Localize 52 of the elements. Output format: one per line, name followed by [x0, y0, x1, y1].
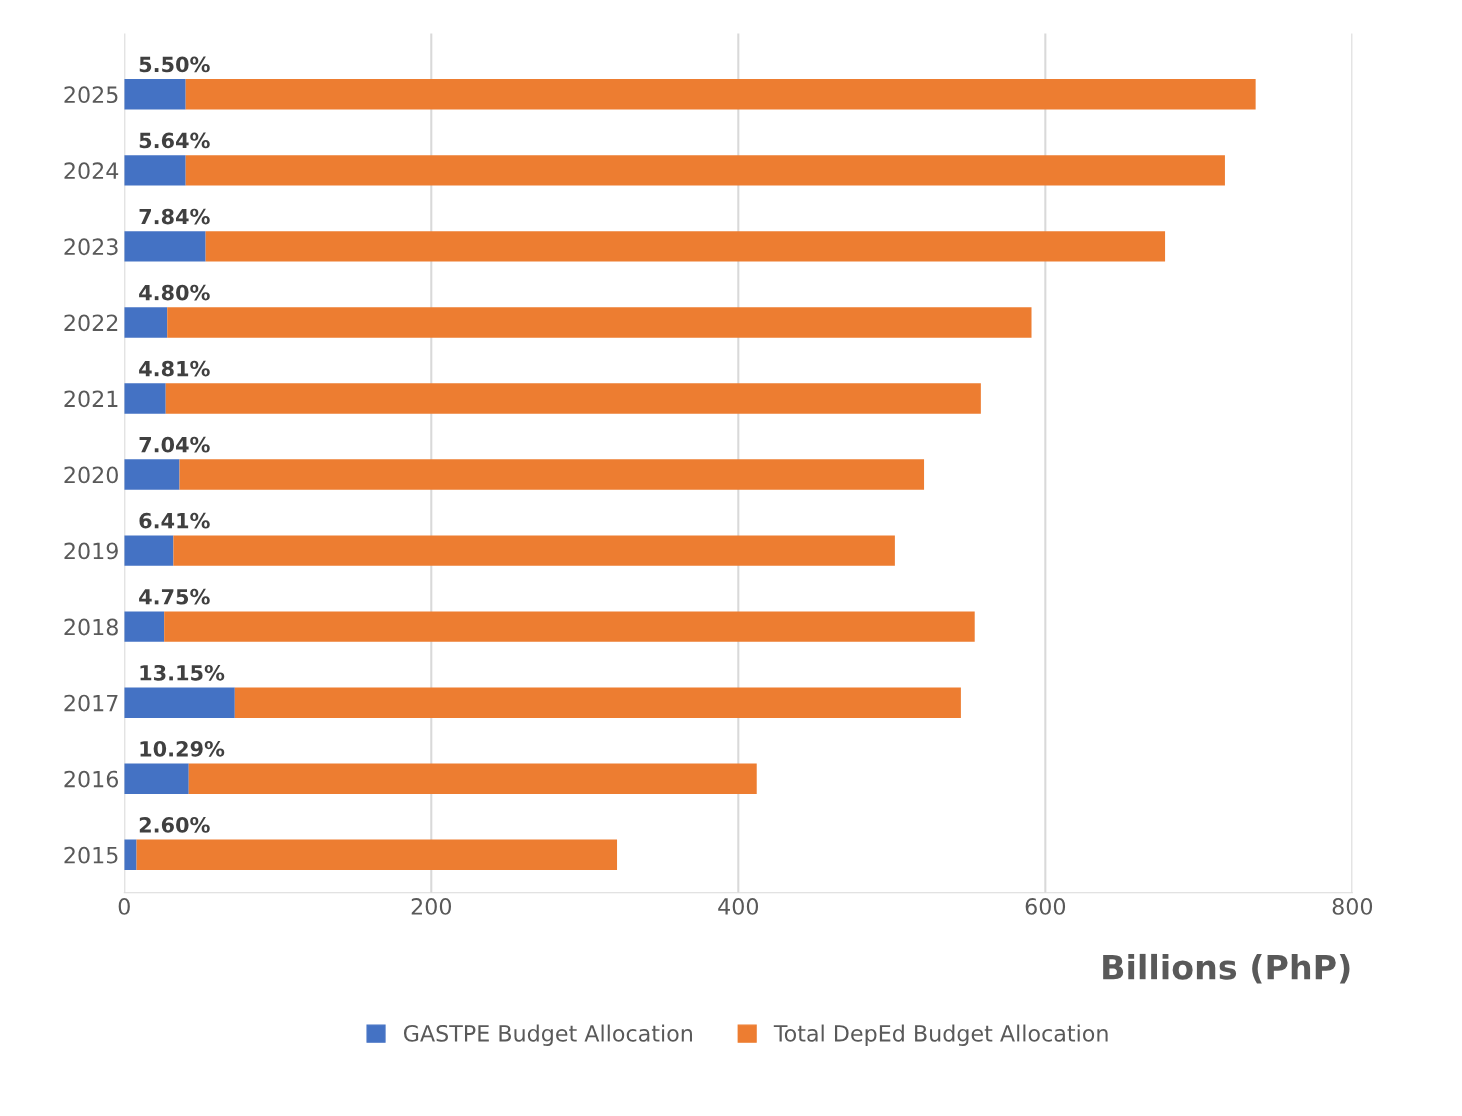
bar [136, 839, 618, 870]
annotation: 7.04% [139, 436, 210, 453]
annotation: 7.84% [139, 208, 210, 225]
bar [124, 459, 180, 490]
y-tick-label: 2017 [64, 694, 118, 712]
y-tick-label: 2019 [64, 542, 118, 560]
annotation: 4.81% [139, 360, 210, 377]
bar [188, 763, 757, 794]
y-tick-label: 2020 [64, 466, 118, 484]
x-tick-label: 0 [118, 898, 130, 915]
x-axis-title: Billions (PhP) [1103, 953, 1350, 984]
bar [124, 763, 189, 794]
bar [124, 383, 166, 414]
bar [124, 79, 186, 110]
bar [124, 307, 168, 338]
annotation: 6.41% [139, 512, 210, 529]
bar [124, 611, 165, 642]
annotation: 4.75% [139, 588, 210, 605]
bar [179, 459, 925, 490]
bar [124, 687, 235, 718]
annotation: 10.29% [140, 740, 225, 757]
bar [165, 383, 981, 414]
y-tick-label: 2016 [64, 770, 119, 788]
bar [124, 839, 137, 870]
x-tick-label: 400 [718, 898, 759, 915]
annotation: 13.15% [140, 664, 225, 681]
y-tick-label: 2023 [64, 238, 118, 256]
bar [185, 155, 1225, 186]
y-tick-label: 2022 [64, 314, 118, 332]
y-tick-label: 2024 [64, 162, 119, 180]
bar [124, 231, 206, 262]
bar [124, 155, 186, 186]
y-tick-label: 2021 [64, 390, 118, 408]
y-tick-label: 2025 [64, 86, 118, 104]
bar [234, 687, 961, 718]
y-tick-label: 2018 [64, 618, 118, 636]
bar [205, 231, 1166, 262]
annotation: 5.50% [139, 56, 210, 73]
annotation: 5.64% [139, 132, 210, 149]
bar [173, 535, 895, 566]
legend-label: Total DepEd Budget Allocation [773, 1024, 1108, 1047]
x-tick-label: 200 [411, 898, 452, 915]
bar [185, 79, 1256, 110]
y-tick-label: 2015 [64, 846, 118, 864]
x-tick-label: 800 [1332, 898, 1373, 915]
legend-label: GASTPE Budget Allocation [403, 1024, 692, 1047]
annotation: 4.80% [139, 284, 210, 301]
bar [167, 307, 1032, 338]
x-tick-label: 600 [1025, 898, 1066, 915]
bar [164, 611, 975, 642]
annotation: 2.60% [139, 817, 210, 833]
bar [124, 535, 174, 566]
